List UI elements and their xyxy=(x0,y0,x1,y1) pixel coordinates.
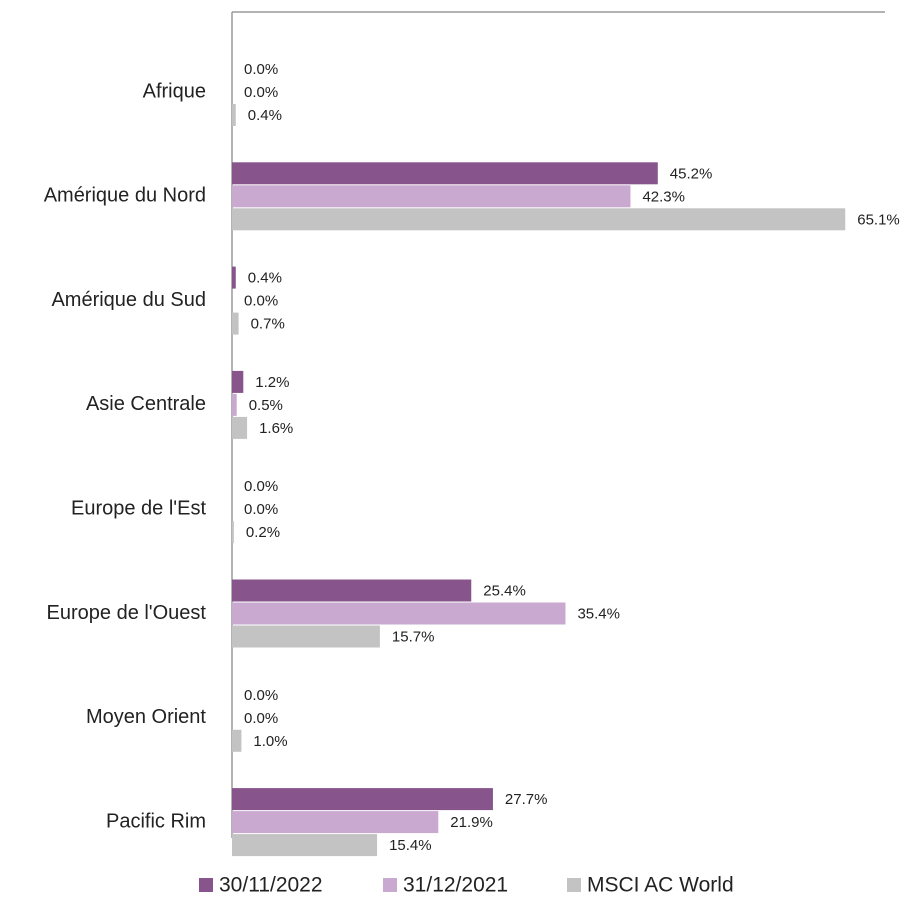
category-label-asie-centrale: Asie Centrale xyxy=(86,393,206,415)
legend-label-series-3: MSCI AC World xyxy=(587,874,734,897)
data-label-asie-centrale-series-3: 1.6% xyxy=(259,420,293,437)
data-label-europe-de-l-est-series-1: 0.0% xyxy=(244,478,278,495)
data-labels-layer: 0.0% 0.0% 0.4% 45.2% 42.3% 65.1% 0.4% 0.0% 0.7% 1… xyxy=(244,61,900,854)
data-label-europe-de-l-ouest-series-3: 15.7% xyxy=(392,628,435,645)
data-label-am-rique-du-nord-series-2: 42.3% xyxy=(642,188,685,205)
category-labels-layer: Afrique Amérique du Nord Amérique du Sud As… xyxy=(44,80,207,832)
bar-asie-centrale-series-2 xyxy=(232,393,237,416)
bar-asie-centrale-series-3 xyxy=(232,416,248,439)
category-label-am-rique-du-nord: Amérique du Nord xyxy=(44,185,206,207)
legend-label-series-2: 31/12/2021 xyxy=(403,874,508,897)
bars-layer xyxy=(232,104,846,857)
data-label-europe-de-l-ouest-series-1: 25.4% xyxy=(483,582,526,599)
data-label-pacific-rim-series-3: 15.4% xyxy=(389,837,432,854)
category-label-europe-de-l-ouest: Europe de l'Ouest xyxy=(47,602,207,624)
bar-pacific-rim-series-2 xyxy=(232,811,439,834)
data-label-afrique-series-2: 0.0% xyxy=(244,84,278,101)
bar-pacific-rim-series-3 xyxy=(232,834,378,857)
data-label-europe-de-l-est-series-2: 0.0% xyxy=(244,501,278,518)
data-label-afrique-series-1: 0.0% xyxy=(244,61,278,78)
data-label-europe-de-l-est-series-3: 0.2% xyxy=(246,524,280,541)
data-label-am-rique-du-sud-series-3: 0.7% xyxy=(251,316,285,333)
legend-swatch-series-2 xyxy=(383,878,397,892)
data-label-am-rique-du-nord-series-1: 45.2% xyxy=(670,165,713,182)
bar-am-rique-du-nord-series-1 xyxy=(232,162,658,185)
data-label-am-rique-du-nord-series-3: 65.1% xyxy=(857,211,900,228)
bar-europe-de-l-ouest-series-3 xyxy=(232,625,380,648)
legend-swatch-series-1 xyxy=(199,878,213,892)
legend-label-series-1: 30/11/2022 xyxy=(219,874,323,897)
data-label-am-rique-du-sud-series-1: 0.4% xyxy=(248,270,282,287)
category-label-afrique: Afrique xyxy=(143,80,206,102)
data-label-afrique-series-3: 0.4% xyxy=(248,107,282,124)
data-label-am-rique-du-sud-series-2: 0.0% xyxy=(244,293,278,310)
bar-europe-de-l-ouest-series-1 xyxy=(232,579,472,602)
legend-swatch-series-3 xyxy=(567,878,581,892)
bar-pacific-rim-series-1 xyxy=(232,788,493,811)
data-label-europe-de-l-ouest-series-2: 35.4% xyxy=(577,605,620,622)
data-label-moyen-orient-series-2: 0.0% xyxy=(244,710,278,727)
category-label-europe-de-l-est: Europe de l'Est xyxy=(71,497,206,519)
bar-asie-centrale-series-1 xyxy=(232,370,244,393)
bar-europe-de-l-ouest-series-2 xyxy=(232,602,566,625)
data-label-pacific-rim-series-2: 21.9% xyxy=(450,814,493,831)
bar-am-rique-du-nord-series-2 xyxy=(232,185,631,208)
category-label-moyen-orient: Moyen Orient xyxy=(86,706,206,728)
data-label-moyen-orient-series-3: 1.0% xyxy=(253,733,287,750)
category-label-pacific-rim: Pacific Rim xyxy=(106,810,206,832)
data-label-pacific-rim-series-1: 27.7% xyxy=(505,791,548,808)
bar-am-rique-du-nord-series-3 xyxy=(232,208,846,231)
bar-am-rique-du-sud-series-3 xyxy=(232,312,239,335)
data-label-asie-centrale-series-1: 1.2% xyxy=(255,374,289,391)
data-label-moyen-orient-series-1: 0.0% xyxy=(244,687,278,704)
category-label-am-rique-du-sud: Amérique du Sud xyxy=(51,289,206,311)
bar-europe-de-l-est-series-3 xyxy=(232,521,234,544)
data-label-asie-centrale-series-2: 0.5% xyxy=(249,397,283,414)
legend: 30/11/2022 31/12/2021 MSCI AC World xyxy=(199,874,734,897)
bar-moyen-orient-series-3 xyxy=(232,729,242,752)
bar-am-rique-du-sud-series-1 xyxy=(232,266,236,289)
bar-afrique-series-3 xyxy=(232,104,236,126)
